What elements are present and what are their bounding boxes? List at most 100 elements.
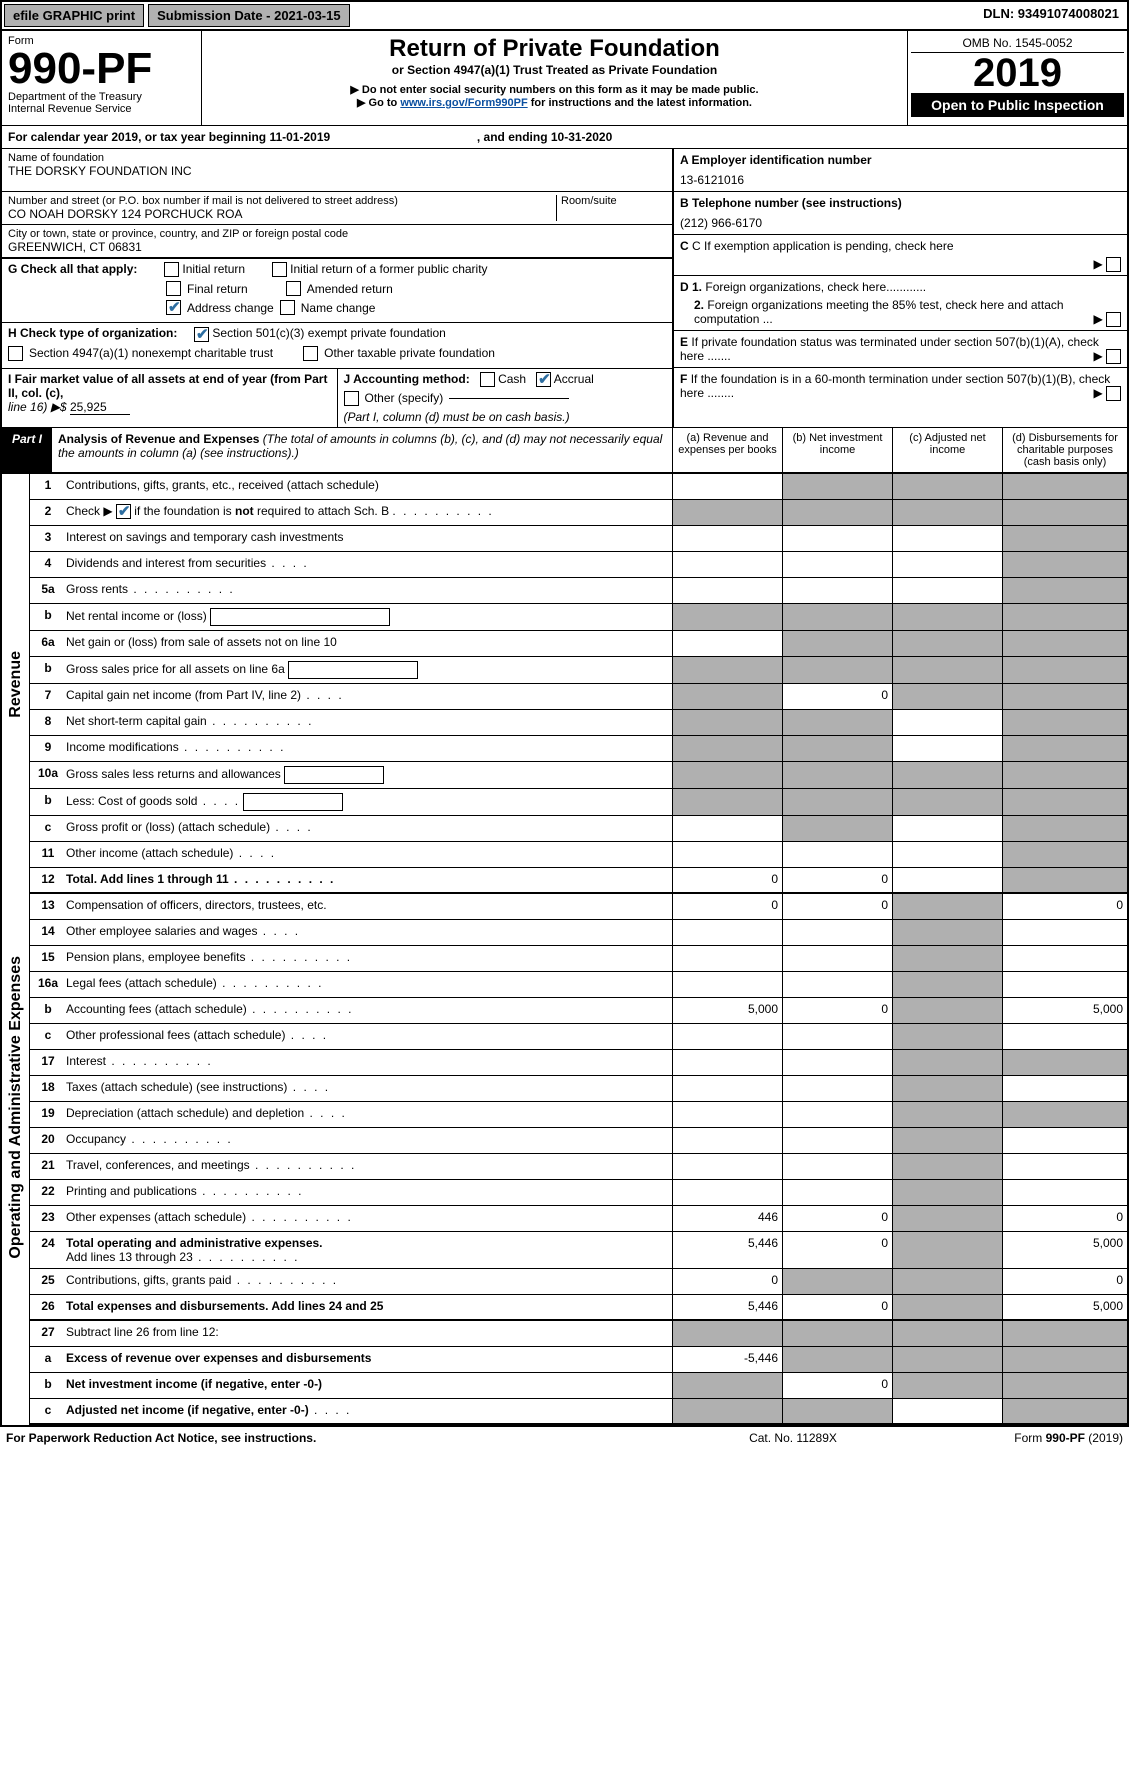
dln-label: DLN: 93491074008021 [975, 2, 1127, 29]
cal-end: , and ending 10-31-2020 [477, 130, 612, 144]
c-checkbox[interactable] [1106, 257, 1121, 272]
line21-desc: Travel, conferences, and meetings [66, 1154, 672, 1179]
cash-label: Cash [498, 372, 526, 386]
line16b-desc: Accounting fees (attach schedule) [66, 998, 672, 1023]
line23-d: 0 [1002, 1206, 1127, 1231]
line11-desc: Other income (attach schedule) [66, 842, 672, 867]
line15-desc: Pension plans, employee benefits [66, 946, 672, 971]
address-value: CO NOAH DORSKY 124 PORCHUCK ROA [8, 207, 556, 221]
line27b-desc: Net investment income (if negative, ente… [66, 1373, 672, 1398]
phone-label: B Telephone number (see instructions) [680, 196, 902, 210]
open-public-badge: Open to Public Inspection [911, 93, 1124, 117]
i-line16: line 16) ▶$ [8, 400, 67, 414]
line24-desc: Total operating and administrative expen… [66, 1232, 672, 1268]
schb-checkbox[interactable] [116, 504, 131, 519]
warn-ssn: ▶ Do not enter social security numbers o… [210, 83, 899, 96]
line23-b: 0 [782, 1206, 892, 1231]
line25-desc: Contributions, gifts, grants paid [66, 1269, 672, 1294]
amended-return-checkbox[interactable] [286, 281, 301, 296]
address-change-checkbox[interactable] [166, 300, 181, 315]
form-subtitle: or Section 4947(a)(1) Trust Treated as P… [210, 63, 899, 77]
final-return-checkbox[interactable] [166, 281, 181, 296]
other-taxable-label: Other taxable private foundation [324, 346, 495, 360]
other-acct-label: Other (specify) [365, 391, 444, 405]
line26-d: 5,000 [1002, 1295, 1127, 1319]
line13-d: 0 [1002, 894, 1127, 919]
col-b-header: (b) Net investment income [782, 428, 892, 472]
accrual-label: Accrual [554, 372, 594, 386]
f-text: If the foundation is in a 60-month termi… [680, 372, 1110, 400]
part1-label: Part I [2, 428, 52, 472]
line26-desc: Total expenses and disbursements. Add li… [66, 1295, 672, 1319]
net-section: 27Subtract line 26 from line 12: aExcess… [2, 1321, 1127, 1425]
line24-d: 5,000 [1002, 1232, 1127, 1268]
501c3-checkbox[interactable] [194, 327, 209, 342]
ein-label: A Employer identification number [680, 153, 872, 167]
4947-checkbox[interactable] [8, 346, 23, 361]
c-text: C If exemption application is pending, c… [692, 239, 954, 253]
line5b-desc: Net rental income or (loss) [66, 604, 672, 630]
initial-return-checkbox[interactable] [164, 262, 179, 277]
line1-desc: Contributions, gifts, grants, etc., rece… [66, 474, 672, 499]
irs-label: Internal Revenue Service [8, 103, 195, 115]
line27-desc: Subtract line 26 from line 12: [66, 1321, 672, 1346]
line16b-d: 5,000 [1002, 998, 1127, 1023]
e-text: If private foundation status was termina… [680, 335, 1099, 363]
line7-desc: Capital gain net income (from Part IV, l… [66, 684, 672, 709]
goto-prefix: ▶ Go to [357, 97, 400, 109]
line13-a: 0 [672, 894, 782, 919]
expenses-section: Operating and Administrative Expenses 13… [2, 894, 1127, 1321]
line13-b: 0 [782, 894, 892, 919]
accrual-checkbox[interactable] [536, 372, 551, 387]
form-header: Form 990-PF Department of the Treasury I… [2, 31, 1127, 126]
line14-desc: Other employee salaries and wages [66, 920, 672, 945]
name-change-checkbox[interactable] [280, 300, 295, 315]
line5a-desc: Gross rents [66, 578, 672, 603]
cash-checkbox[interactable] [480, 372, 495, 387]
line8-desc: Net short-term capital gain [66, 710, 672, 735]
initial-return-label: Initial return [182, 262, 245, 276]
line27b-b: 0 [782, 1373, 892, 1398]
entity-info: Name of foundation THE DORSKY FOUNDATION… [2, 149, 1127, 428]
line25-d: 0 [1002, 1269, 1127, 1294]
col-c-header: (c) Adjusted net income [892, 428, 1002, 472]
line27a-desc: Excess of revenue over expenses and disb… [66, 1347, 672, 1372]
name-change-label: Name change [301, 301, 376, 315]
room-label: Room/suite [561, 195, 666, 207]
form-number: 990-PF [8, 47, 195, 91]
form-ref: Form 990-PF (2019) [903, 1431, 1123, 1445]
line12-a: 0 [672, 868, 782, 892]
501c3-label: Section 501(c)(3) exempt private foundat… [212, 326, 445, 340]
i-label: I Fair market value of all assets at end… [8, 372, 327, 400]
line7-b: 0 [782, 684, 892, 709]
foundation-name-label: Name of foundation [8, 152, 666, 164]
other-taxable-checkbox[interactable] [303, 346, 318, 361]
line18-desc: Taxes (attach schedule) (see instruction… [66, 1076, 672, 1101]
line13-desc: Compensation of officers, directors, tru… [66, 894, 672, 919]
line27c-desc: Adjusted net income (if negative, enter … [66, 1399, 672, 1423]
f-checkbox[interactable] [1106, 386, 1121, 401]
address-change-label: Address change [187, 301, 274, 315]
d2-checkbox[interactable] [1106, 312, 1121, 327]
address-label: Number and street (or P.O. box number if… [8, 195, 556, 207]
city-value: GREENWICH, CT 06831 [8, 240, 666, 254]
efile-print-button[interactable]: efile GRAPHIC print [4, 4, 144, 27]
line10c-desc: Gross profit or (loss) (attach schedule) [66, 816, 672, 841]
line4-desc: Dividends and interest from securities [66, 552, 672, 577]
line27a-a: -5,446 [672, 1347, 782, 1372]
line23-a: 446 [672, 1206, 782, 1231]
catalog-number: Cat. No. 11289X [683, 1431, 903, 1445]
form990pf-link[interactable]: www.irs.gov/Form990PF [400, 97, 527, 109]
foundation-name: THE DORSKY FOUNDATION INC [8, 164, 666, 178]
revenue-side-label: Revenue [7, 651, 25, 718]
initial-pc-checkbox[interactable] [272, 262, 287, 277]
other-acct-input[interactable] [449, 398, 569, 399]
e-checkbox[interactable] [1106, 349, 1121, 364]
col-a-header: (a) Revenue and expenses per books [672, 428, 782, 472]
final-return-label: Final return [187, 282, 248, 296]
line3-desc: Interest on savings and temporary cash i… [66, 526, 672, 551]
other-acct-checkbox[interactable] [344, 391, 359, 406]
part1-header: Part I Analysis of Revenue and Expenses … [2, 428, 1127, 474]
line6b-desc: Gross sales price for all assets on line… [66, 657, 672, 683]
top-bar: efile GRAPHIC print Submission Date - 20… [2, 2, 1127, 31]
